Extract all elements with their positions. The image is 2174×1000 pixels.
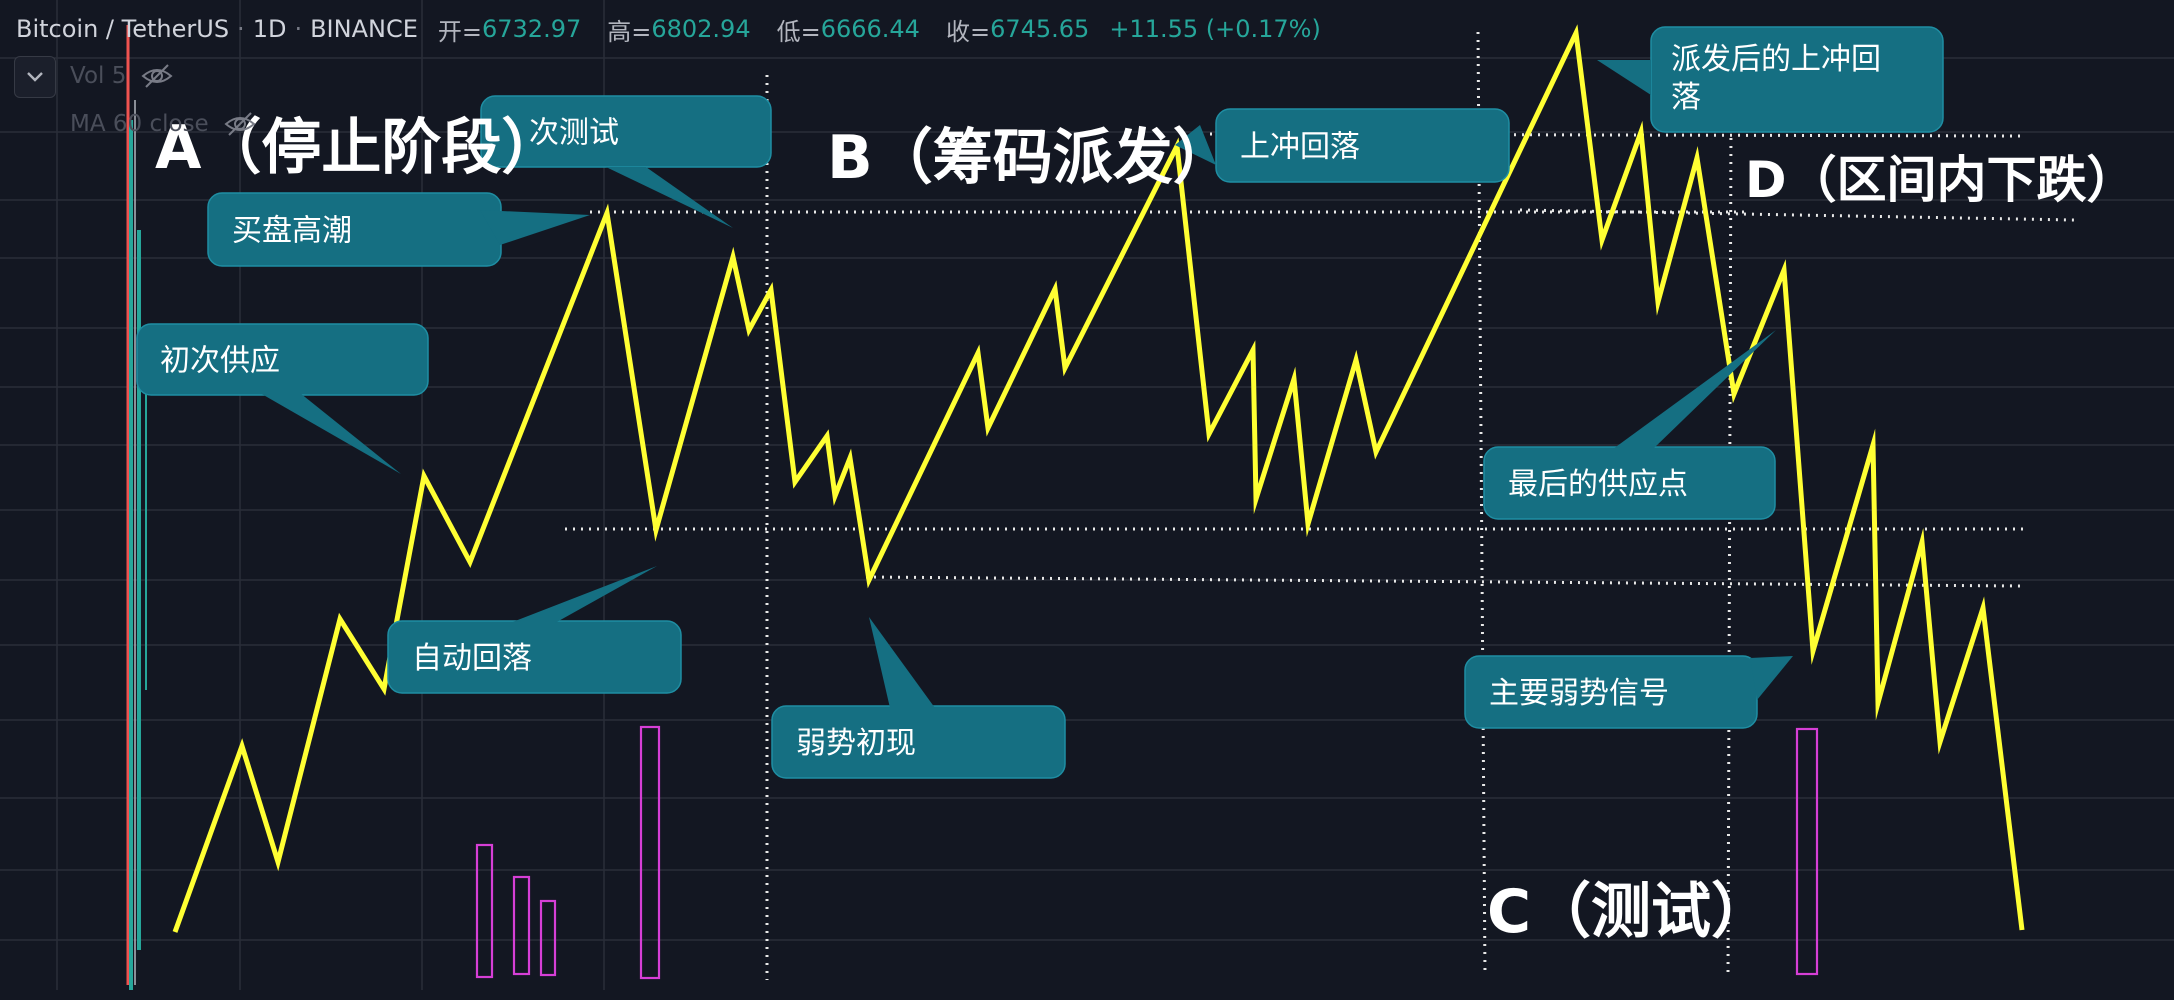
high-value: 6802.94 (651, 15, 751, 43)
volume-bar (539, 899, 557, 977)
callout-label: 初次供应 (160, 344, 280, 379)
legend-separator: · (294, 15, 303, 43)
volume-bar (512, 875, 531, 976)
callout: 自动回落 (387, 566, 682, 694)
close-label: 收= (945, 17, 991, 46)
candle-body (129, 120, 133, 990)
low-label: 低= (776, 17, 821, 46)
chevron-down-icon (27, 72, 43, 82)
open-label: 开= (437, 17, 482, 46)
callout-label: 上冲回落 (1240, 130, 1360, 165)
phase-label: C（测试） (1487, 877, 1771, 947)
volume-bar (1795, 727, 1819, 976)
ma-indicator-row[interactable]: MA 60 close (70, 106, 257, 142)
symbol-legend: Bitcoin / TetherUS · 1D · BINANCE 开= 6732… (16, 10, 1321, 48)
callout: 最后的供应点 (1483, 330, 1776, 520)
callout-pointer (510, 566, 657, 623)
callout-label: 弱势初现 (796, 726, 916, 761)
high-label: 高= (607, 17, 652, 46)
legend-separator: · (237, 15, 245, 43)
callout: 弱势初现 (771, 617, 1066, 779)
volume-indicator-label: Vol 5 (70, 63, 127, 89)
callout: 主要弱势信号 (1464, 655, 1793, 729)
volume-indicator-row[interactable]: Vol 5 (70, 58, 174, 94)
guide-lines (565, 31, 2075, 980)
callout: 次测试 (480, 95, 772, 228)
exchange-label: BINANCE (310, 15, 418, 43)
price-line (172, 24, 2025, 933)
phase-label: D（区间内下跌） (1745, 151, 2137, 209)
callout: 买盘高潮 (207, 192, 590, 267)
callout-label: 买盘高潮 (232, 214, 352, 249)
time-axis-strip (0, 990, 2174, 1000)
callout-pointer (869, 617, 935, 708)
callout-pointer (1175, 125, 1216, 165)
callout-pointer (1750, 656, 1793, 700)
eye-off-icon[interactable] (223, 111, 257, 137)
callout: 上冲回落 (1175, 108, 1510, 183)
callout-label: 主要弱势信号 (1489, 676, 1669, 711)
callout-pointer (1613, 330, 1776, 449)
callout-pointer (480, 210, 590, 245)
phase-label: A（停止阶段） (155, 113, 561, 183)
callout-label: 最后的供应点 (1508, 467, 1688, 502)
callout-label: 派发后的上冲回 (1671, 42, 1881, 77)
callout-pointer (260, 393, 401, 474)
callout-label: 次测试 (529, 116, 619, 151)
close-value: 6745.65 (990, 15, 1090, 43)
callout-label: 落 (1671, 80, 1701, 115)
low-value: 6666.44 (820, 15, 920, 43)
candle-body (137, 230, 141, 950)
eye-off-icon[interactable] (140, 63, 174, 89)
open-value: 6732.97 (481, 15, 582, 43)
dotted-guide-line (1519, 208, 2075, 222)
dotted-guide-line (1726, 121, 1733, 976)
callout-box (1215, 108, 1510, 183)
interval-label[interactable]: 1D (252, 15, 287, 43)
price-change: +11.55 (+0.17%) (1109, 15, 1321, 43)
symbol-name[interactable]: Bitcoin / TetherUS (16, 15, 230, 43)
dotted-guide-line (1476, 31, 1487, 976)
dotted-guide-line (865, 575, 2021, 588)
collapse-indicators-button[interactable] (14, 56, 56, 98)
volume-bar (475, 843, 494, 979)
callout: 初次供应 (136, 323, 429, 474)
phase-label: B（筹码派发） (827, 123, 1233, 193)
ma-indicator-label: MA 60 close (70, 111, 209, 137)
volume-bar (639, 725, 661, 980)
compressed-candles (126, 25, 147, 990)
callout-pointer (1597, 60, 1651, 95)
volume-bars (475, 725, 1819, 980)
callout-label: 自动回落 (412, 641, 532, 676)
callout-pointer (606, 167, 733, 228)
